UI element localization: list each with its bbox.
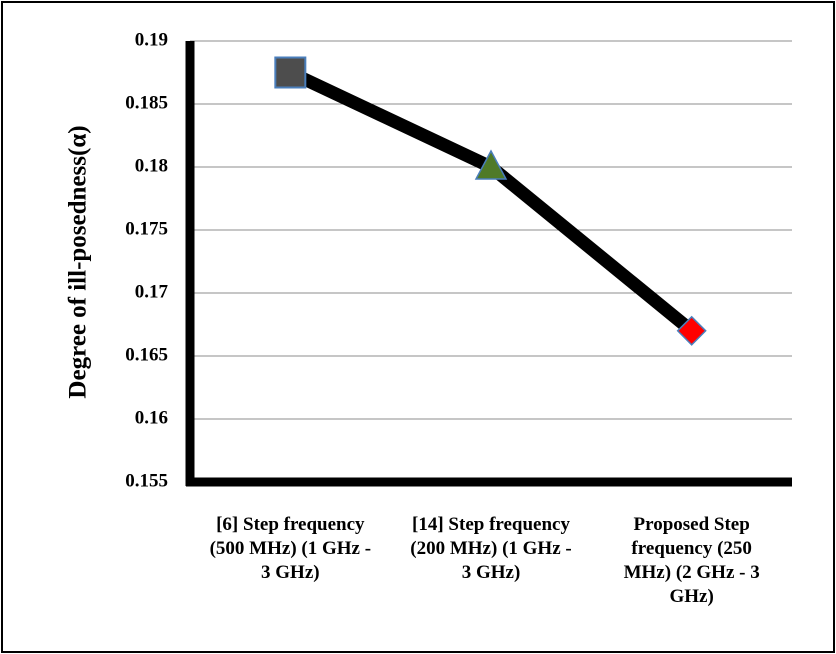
data-point-marker-square (274, 56, 307, 89)
x-category-label: [14] Step frequency (200 MHz) (1 GHz -3 G… (410, 514, 571, 583)
y-tick-label: 0.19 (135, 29, 168, 50)
y-tick-label: 0.16 (135, 407, 168, 428)
x-axis-categories: [6] Step frequency (500 MHz) (1 GHz -3 GH… (210, 514, 760, 607)
series-group (274, 56, 707, 346)
series-line (287, 66, 696, 336)
y-tick-label: 0.17 (135, 281, 169, 302)
y-tick-label: 0.185 (125, 92, 168, 113)
y-axis-ticks: 0.19 0.185 0.18 0.175 0.17 0.165 0.16 0.155 (125, 29, 168, 491)
y-tick-label: 0.165 (125, 344, 168, 365)
y-tick-label: 0.155 (125, 470, 168, 491)
x-category-label: [6] Step frequency (500 MHz) (1 GHz -3 GH… (210, 514, 371, 583)
y-axis-label: Degree of ill-posedness(α) (65, 125, 92, 398)
x-category-label: Proposed Step frequency (250 MHz) (2 GHz -… (624, 514, 760, 607)
y-tick-label: 0.18 (135, 155, 168, 176)
data-point-marker-diamond (676, 315, 707, 346)
data-point-marker-triangle (474, 149, 508, 180)
y-tick-label: 0.175 (125, 218, 168, 239)
gridlines (190, 40, 792, 420)
